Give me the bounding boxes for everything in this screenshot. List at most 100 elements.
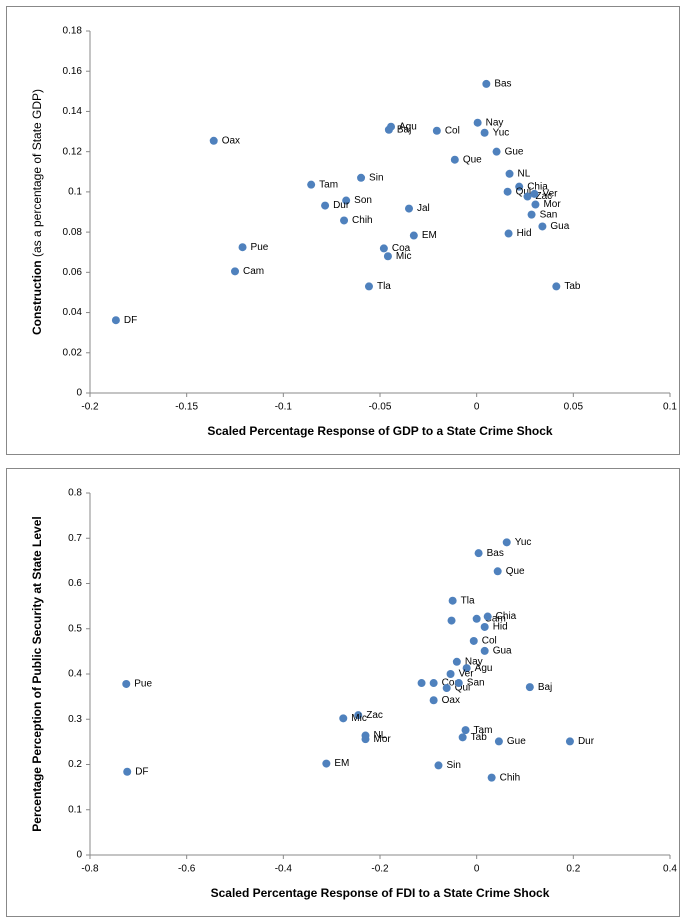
point: [384, 125, 393, 134]
y-tick-label: 0.7: [68, 533, 82, 544]
point: [340, 216, 349, 225]
point: [379, 244, 388, 253]
point: [462, 664, 471, 673]
point-label: Tam: [319, 179, 338, 190]
point-label: Que: [506, 566, 525, 577]
point: [231, 267, 239, 276]
point-label: Bas: [487, 548, 504, 559]
y-tick-label: 0.6: [68, 578, 82, 589]
y-axis-title-main: Percentage Perception of Public Security…: [30, 516, 44, 831]
point-label: Zac: [536, 191, 553, 202]
point: [450, 155, 459, 164]
chart: 0 0.1 0.2 0.3 0.4 0.5 0.6 0.7 0.8 -0.8 -0.6 -0.4 -0.…: [6, 468, 680, 917]
y-tick-label: 0.08: [63, 227, 83, 238]
x-tick-label: -0.2: [371, 864, 389, 875]
point: [472, 614, 481, 623]
point-label: Tla: [461, 595, 475, 606]
y-tick-label: 0.04: [63, 307, 83, 318]
point-label: Tla: [377, 281, 391, 292]
point: [339, 714, 348, 723]
point: [307, 180, 316, 189]
point: [473, 118, 482, 127]
point-label: Pue: [134, 679, 152, 690]
point-label: DF: [135, 766, 148, 777]
x-tick-label: -0.2: [81, 402, 99, 413]
point: [357, 173, 366, 182]
y-tick-label: 0.12: [63, 146, 83, 157]
point-label: Que: [463, 154, 482, 165]
x-tick-label: -0.4: [275, 864, 293, 875]
point-label: Col: [482, 636, 497, 647]
point: [429, 679, 438, 688]
y-tick-label: 0.02: [63, 347, 83, 358]
point: [480, 622, 489, 631]
y-tick-label: 0.8: [68, 488, 82, 499]
point: [502, 538, 511, 547]
point: [469, 636, 478, 645]
y-tick-label: 0.1: [68, 804, 82, 815]
x-tick-label: 0.2: [566, 864, 580, 875]
x-tick-label: 0: [474, 864, 480, 875]
point-label: Chia: [496, 611, 517, 622]
point-label: Pue: [251, 242, 269, 253]
point: [483, 612, 492, 621]
point: [447, 616, 456, 625]
point-label: Sin: [369, 172, 383, 183]
point-label: Qui: [516, 186, 532, 197]
point-label: Mic: [396, 251, 412, 262]
point: [383, 252, 392, 261]
point-label: DF: [124, 315, 137, 326]
x-tick-label: -0.1: [275, 402, 293, 413]
point-label: NL: [374, 730, 387, 741]
point: [238, 243, 247, 252]
point-label: Agu: [399, 121, 417, 132]
point: [448, 596, 457, 605]
point: [515, 182, 524, 191]
point: [530, 189, 539, 198]
point-label: Zac: [366, 710, 383, 721]
point-label: Chia: [527, 181, 548, 192]
point: [321, 201, 330, 210]
point: [493, 567, 502, 576]
point-label: Dur: [578, 736, 595, 747]
x-tick-label: -0.05: [369, 402, 392, 413]
point-label: Son: [354, 195, 372, 206]
point: [525, 683, 534, 692]
point-label: Gua: [550, 221, 569, 232]
point-label: Coa: [442, 678, 461, 689]
point-label: Baj: [397, 124, 411, 135]
point: [503, 187, 512, 196]
point-label: Dur: [333, 200, 350, 211]
point-label: Nay: [465, 656, 483, 667]
y-tick-label: 0.5: [68, 623, 82, 634]
point-label: San: [540, 209, 558, 220]
point: [504, 229, 513, 238]
y-tick-label: 0.18: [63, 26, 83, 37]
y-tick-label: 0: [76, 850, 82, 861]
point: [354, 711, 363, 720]
point-label: Mor: [543, 199, 561, 210]
point: [482, 79, 491, 88]
point: [322, 759, 331, 768]
y-tick-label: 0.1: [68, 187, 82, 198]
point-label: Gue: [507, 736, 526, 747]
y-axis-title: Construction (as a percentage of State G…: [30, 89, 44, 335]
point-label: Mic: [351, 713, 367, 724]
chart-frame: [6, 468, 680, 917]
point-label: Tab: [564, 281, 581, 292]
point: [474, 549, 483, 558]
point: [442, 684, 451, 693]
point-label: EM: [334, 758, 349, 769]
point-label: Agu: [475, 663, 493, 674]
point: [432, 126, 441, 135]
point: [405, 204, 413, 213]
point-label: Chih: [500, 772, 521, 783]
point: [342, 196, 351, 205]
point-label: Gue: [505, 146, 524, 157]
point-label: Oax: [442, 695, 460, 706]
point: [565, 737, 574, 746]
point: [492, 147, 501, 156]
point-label: Bas: [494, 79, 511, 90]
point-label: San: [467, 678, 485, 689]
